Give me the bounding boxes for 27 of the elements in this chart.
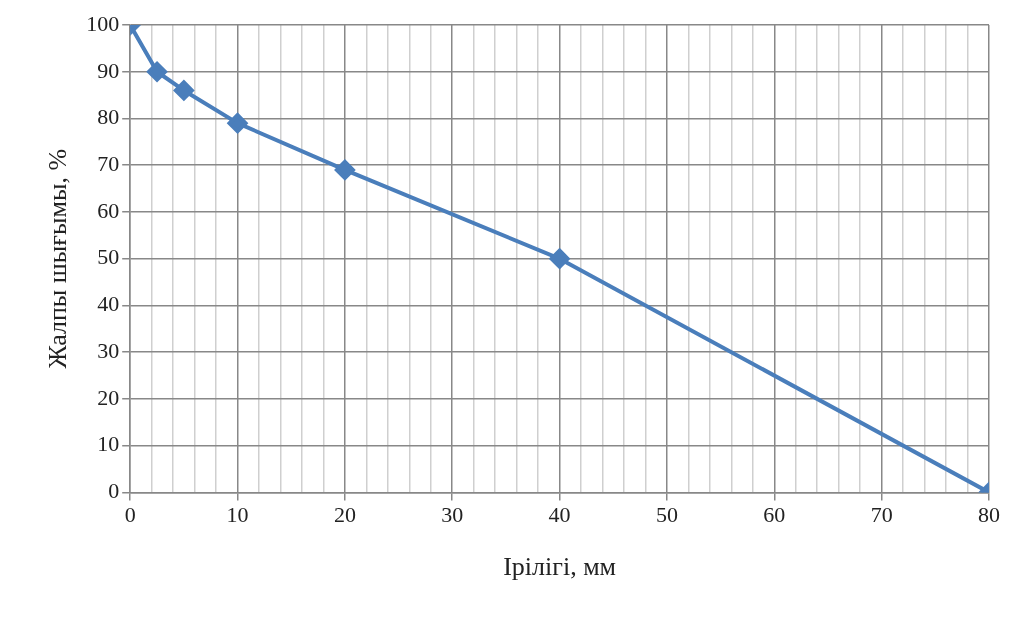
x-tick-label: 30	[441, 502, 464, 528]
x-tick-label: 20	[333, 502, 356, 528]
y-axis-title: Жалпы шығымы, %	[43, 148, 73, 369]
y-tick-label: 80	[97, 104, 120, 130]
x-axis-title: Ірілігі, мм	[503, 552, 617, 582]
point	[334, 159, 355, 180]
x-tick-label: 50	[655, 502, 678, 528]
y-tick-label: 30	[97, 337, 120, 363]
x-tick-label: 0	[124, 502, 136, 528]
y-tick-label: 90	[97, 57, 120, 83]
y-tick-label: 20	[97, 384, 120, 410]
point	[549, 248, 570, 269]
x-tick-label: 40	[548, 502, 571, 528]
point	[173, 80, 194, 101]
y-tick-label: 40	[97, 291, 120, 317]
x-tick-label: 10	[226, 502, 249, 528]
x-tick-label: 70	[870, 502, 893, 528]
x-tick-label: 60	[763, 502, 786, 528]
y-tick-label: 50	[97, 244, 120, 270]
point	[147, 61, 168, 82]
x-tick-label: 80	[978, 502, 1000, 528]
y-tick-label: 70	[97, 151, 120, 176]
y-tick-label: 60	[97, 197, 120, 223]
y-tick-label: 10	[97, 431, 120, 457]
y-tick-label: 0	[108, 478, 120, 504]
y-tick-label: 100	[86, 10, 120, 36]
point	[227, 113, 248, 134]
